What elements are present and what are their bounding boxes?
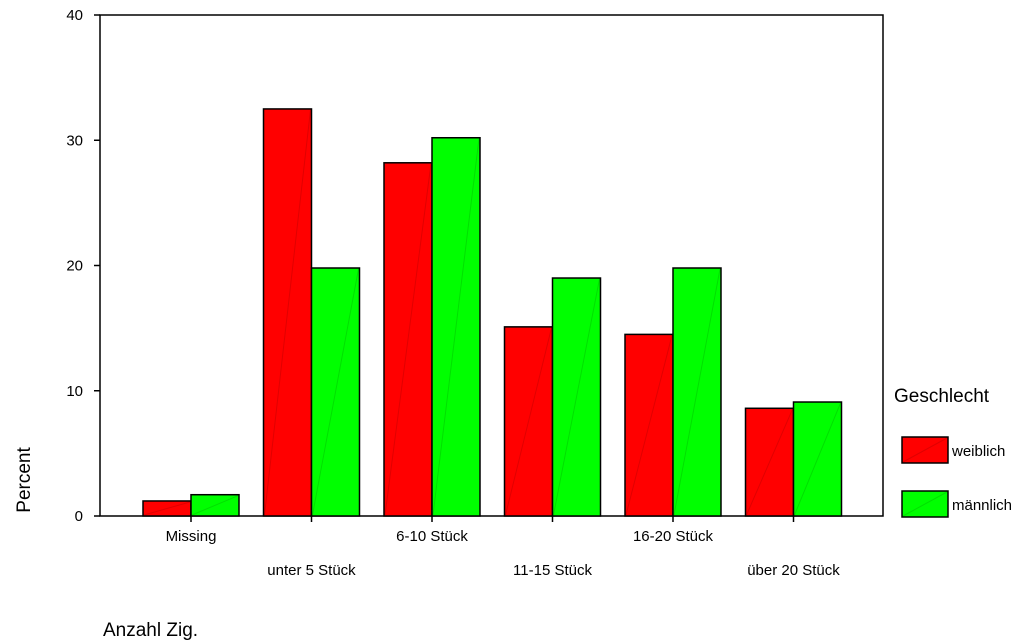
- bar-maennlich: [792, 401, 843, 517]
- bar-shading: [746, 409, 793, 516]
- legend-items: weiblich männlich: [901, 436, 1012, 518]
- bar-shading: [625, 335, 673, 516]
- legend-title: Geschlecht: [894, 386, 990, 407]
- bar-weiblich: [503, 326, 554, 517]
- y-axis-label: Percent: [14, 447, 35, 513]
- bar-weiblich: [744, 407, 795, 517]
- legend-label: weiblich: [951, 443, 1005, 460]
- bar-maennlich: [310, 267, 361, 517]
- legend-label: männlich: [952, 497, 1012, 514]
- bar-shading: [432, 138, 480, 516]
- y-axis-ticks: 0 10 20 30 40: [66, 7, 100, 525]
- x-tick-label: unter 5 Stück: [267, 562, 356, 579]
- bar-weiblich: [262, 108, 313, 517]
- bars: [142, 108, 843, 517]
- bar-shading: [143, 501, 191, 516]
- bar-maennlich: [551, 277, 602, 517]
- plot-area: 0 10 20 30 40 Missing unter 5 Stück 6-10 Stück…: [66, 7, 884, 579]
- y-tick-label: 40: [66, 7, 83, 24]
- bar-maennlich: [672, 267, 722, 517]
- x-tick-label: 6-10 Stück: [396, 528, 468, 545]
- bar-shading: [505, 327, 552, 516]
- bar-shading: [312, 268, 359, 516]
- bar-weiblich: [383, 162, 433, 517]
- bar-shading: [794, 402, 841, 516]
- y-tick-label: 30: [66, 132, 83, 149]
- bar-maennlich: [190, 493, 240, 517]
- legend-swatch-shading: [902, 491, 948, 517]
- x-tick-label: Missing: [166, 528, 217, 545]
- bar-shading: [191, 495, 239, 516]
- legend-swatch-weiblich: [901, 436, 949, 464]
- legend: Geschlecht weiblich männlich: [894, 386, 1012, 518]
- x-tick-label: über 20 Stück: [747, 562, 840, 579]
- y-tick-label: 20: [66, 258, 83, 275]
- x-tick-label: 11-15 Stück: [513, 562, 592, 579]
- bar-maennlich: [431, 136, 481, 517]
- x-tick-label: 16-20 Stück: [633, 528, 714, 545]
- x-axis-label: Anzahl Zig.: [103, 620, 198, 641]
- y-tick-label: 0: [75, 508, 83, 525]
- y-tick-label: 10: [66, 383, 83, 400]
- bar-weiblich: [624, 333, 674, 517]
- bar-shading: [384, 163, 432, 516]
- bar-shading: [673, 268, 721, 516]
- legend-swatch-maennlich: [901, 490, 949, 518]
- bar-shading: [553, 278, 600, 516]
- x-axis-ticks: Missing unter 5 Stück 6-10 Stück 11-15 Stüc…: [166, 516, 840, 579]
- bar-shading: [264, 109, 311, 516]
- legend-swatch-shading: [902, 437, 948, 463]
